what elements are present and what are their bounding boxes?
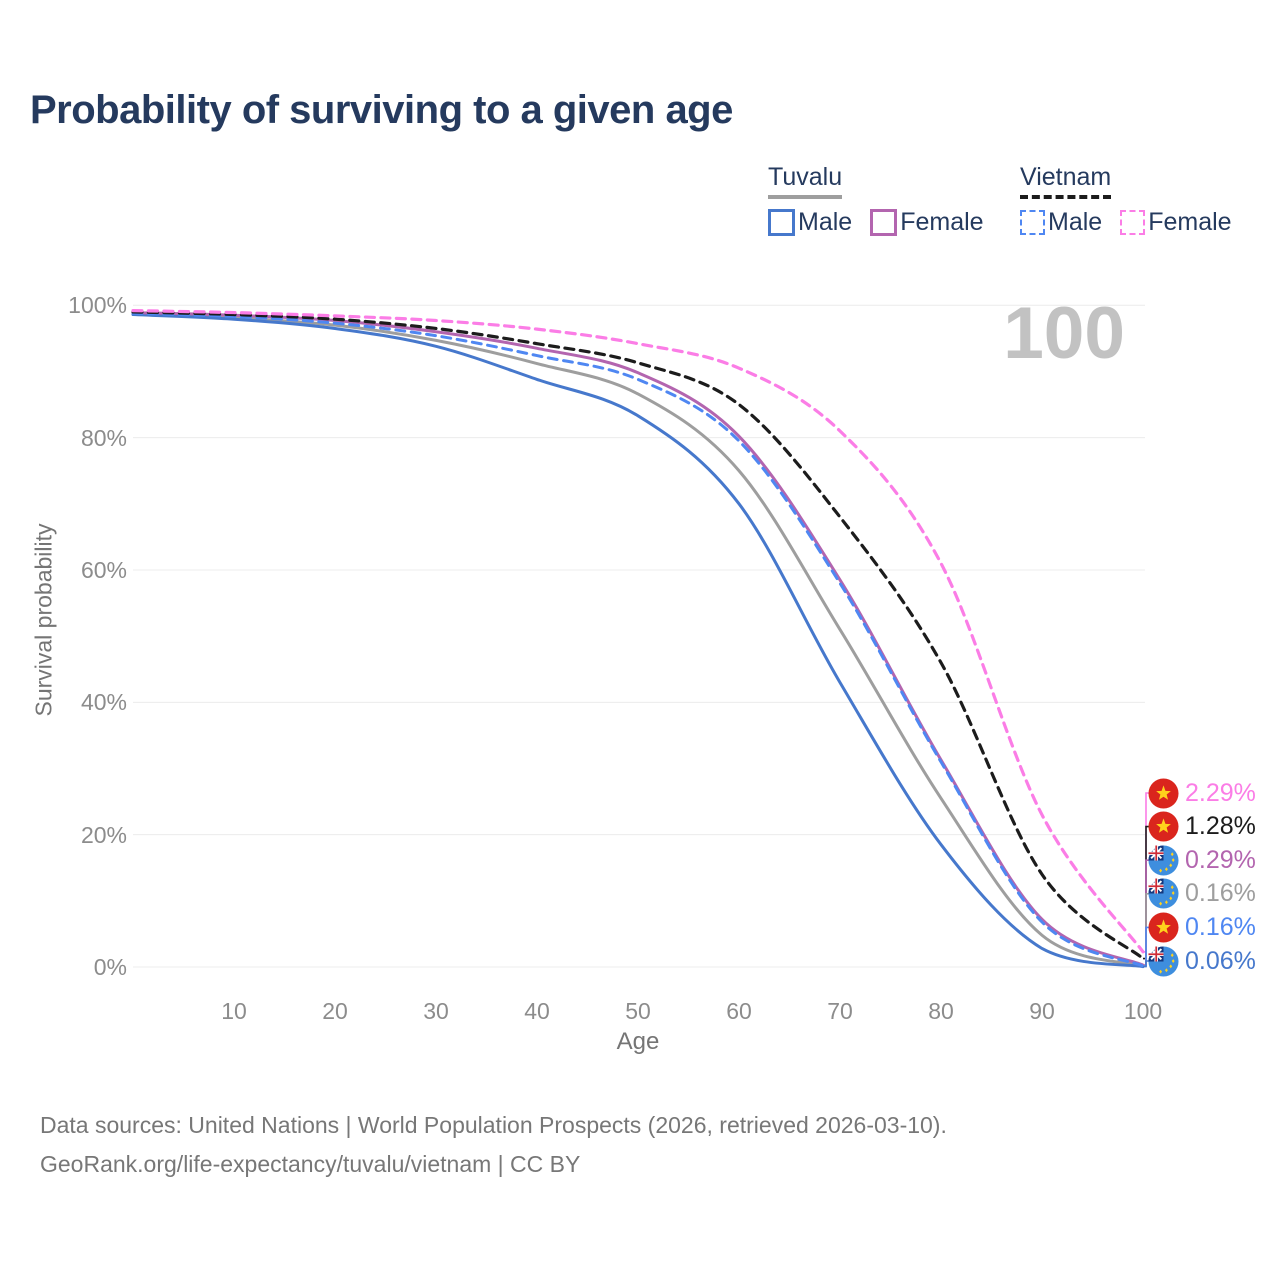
- legend-item-tuvalu-male[interactable]: Male: [768, 208, 852, 237]
- vietnam-female-swatch-icon: [1120, 210, 1146, 235]
- footer: Data sources: United Nations | World Pop…: [40, 1106, 947, 1184]
- y-tick-label: 60%: [80, 556, 127, 583]
- end-label-tuvalu-female: 0.29%: [1148, 844, 1256, 876]
- vietnam-flag-icon: [1148, 912, 1179, 943]
- x-tick-label: 90: [1029, 998, 1055, 1024]
- end-label-value: 0.16%: [1185, 912, 1256, 941]
- vietnam-flag-icon: [1148, 777, 1179, 809]
- series-line-tuvalu-female[interactable]: [131, 311, 1145, 967]
- series-line-vietnam-female[interactable]: [131, 308, 1145, 954]
- y-tick-label: 100%: [68, 292, 127, 319]
- x-tick-label: 40: [524, 998, 550, 1024]
- page-title: Probability of surviving to a given age: [30, 88, 733, 132]
- tuvalu-female-swatch-icon: [870, 209, 898, 236]
- end-label-tuvalu-male: 0.06%: [1148, 945, 1256, 977]
- x-tick-label: 100: [1123, 998, 1163, 1024]
- y-tick-label: 80%: [80, 424, 127, 451]
- tuvalu-flag-icon: [1148, 845, 1179, 876]
- vietnam-flag-icon: [1148, 811, 1179, 842]
- end-label-value: 0.16%: [1185, 879, 1256, 908]
- legend-item-label: Male: [1048, 208, 1103, 236]
- vietnam-male-swatch-icon: [1020, 210, 1045, 235]
- legend-item-label: Female: [900, 208, 984, 236]
- legend-item-vietnam-female[interactable]: Female: [1120, 208, 1232, 237]
- legend-item-label: Male: [798, 208, 853, 236]
- x-tick-label: 70: [827, 998, 853, 1024]
- legend-item-vietnam-male[interactable]: Male: [1020, 208, 1102, 237]
- x-tick-label: 80: [928, 998, 954, 1024]
- tuvalu-male-swatch-icon: [768, 209, 795, 236]
- y-tick-label: 40%: [80, 689, 127, 716]
- end-label-tuvalu-all: 0.16%: [1148, 878, 1256, 910]
- y-tick-label: 0%: [93, 954, 127, 980]
- footer-sources: Data sources: United Nations | World Pop…: [40, 1112, 947, 1138]
- x-tick-label: 60: [726, 998, 752, 1024]
- end-label-vietnam-all: 1.28%: [1148, 811, 1256, 843]
- tuvalu-flag-icon: [1148, 945, 1179, 977]
- x-tick-label: 20: [322, 998, 348, 1024]
- footer-link: GeoRank.org/life-expectancy/tuvalu/vietn…: [40, 1151, 581, 1177]
- legend-group-vietnam: Vietnam Male Female: [1020, 163, 1232, 237]
- legend-country-vietnam[interactable]: Vietnam: [1020, 163, 1112, 199]
- end-label-value: 1.28%: [1185, 812, 1256, 841]
- legend-country-tuvalu[interactable]: Tuvalu: [768, 163, 843, 199]
- series-line-tuvalu-all[interactable]: [131, 311, 1145, 968]
- y-axis-title: Survival probability: [30, 523, 57, 717]
- age-counter-watermark: 100: [1003, 293, 1125, 374]
- legend-group-tuvalu: Tuvalu Male Female: [768, 163, 984, 237]
- y-tick-label: 20%: [80, 821, 127, 848]
- x-tick-label: 10: [221, 998, 247, 1024]
- x-tick-label: 30: [423, 998, 449, 1024]
- tuvalu-flag-icon: [1148, 878, 1179, 909]
- series-line-vietnam-male[interactable]: [131, 311, 1145, 968]
- x-axis-title: Age: [616, 1028, 660, 1055]
- x-tick-label: 50: [625, 998, 651, 1024]
- legend-item-tuvalu-female[interactable]: Female: [870, 208, 984, 237]
- end-label-vietnam-female: 2.29%: [1148, 777, 1256, 809]
- legend-item-label: Female: [1148, 208, 1232, 236]
- series-line-vietnam-all[interactable]: [131, 310, 1145, 961]
- end-label-value: 0.29%: [1185, 845, 1256, 874]
- end-label-vietnam-male: 0.16%: [1148, 911, 1256, 943]
- end-label-value: 2.29%: [1185, 778, 1256, 807]
- series-line-tuvalu-male[interactable]: [131, 313, 1145, 969]
- end-label-value: 0.06%: [1185, 946, 1256, 975]
